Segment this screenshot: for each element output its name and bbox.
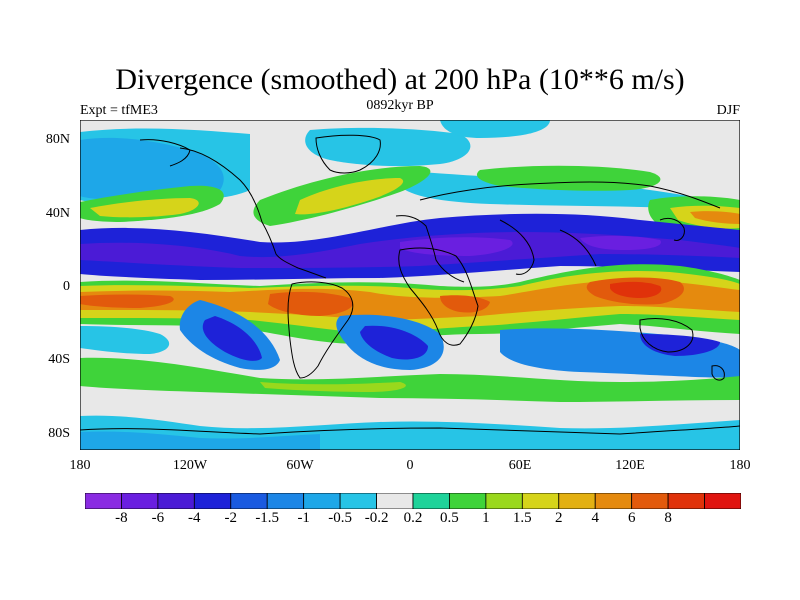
colorbar-swatch: [594, 493, 633, 509]
field-nh-blue: [80, 137, 224, 200]
colorbar-label: -4: [188, 510, 201, 526]
field-sh-yellow-band: [260, 382, 406, 392]
colorbar-swatch: [558, 493, 596, 509]
coastlines: [80, 134, 740, 435]
colorbar-label: 8: [664, 510, 672, 526]
colorbar-label: -2: [224, 510, 238, 526]
experiment-label: Expt = tfME3: [80, 103, 158, 118]
time-label: 0892kyr BP: [366, 98, 434, 113]
lon-label-120e: 120E: [615, 458, 645, 473]
lon-label-180w: 180: [69, 458, 91, 473]
lon-label-120w: 120W: [172, 458, 208, 473]
colorbar-label: -0.2: [364, 510, 389, 526]
colorbar-swatch: [303, 493, 341, 509]
colorbar: [85, 493, 741, 509]
colorbar-label: -1.5: [255, 510, 280, 526]
colorbar-swatch: [339, 493, 377, 509]
colorbar-swatch: [85, 493, 122, 509]
field-sh-darkblue-pacific: [202, 316, 262, 361]
colorbar-swatch: [266, 493, 305, 509]
colorbar-swatch: [121, 493, 159, 509]
lat-label-40n: 40N: [45, 206, 70, 221]
colorbar-label: 1: [482, 510, 490, 526]
colorbar-label: 0.5: [440, 510, 459, 526]
field-subtropic-violet: [400, 237, 513, 256]
colorbar-swatch: [667, 493, 705, 509]
field-pacific-jet-yellow: [90, 198, 199, 218]
lat-label-40s: 40S: [48, 352, 70, 367]
lat-label-80s: 80S: [48, 426, 70, 441]
field-pacific-darkorange: [80, 294, 174, 308]
colorbar-label: -0.5: [328, 510, 352, 526]
field-tropics-orange: [80, 280, 740, 320]
field-greenland-cyan: [305, 127, 471, 167]
season-label: DJF: [716, 103, 740, 118]
lon-label-60w: 60W: [286, 458, 314, 473]
field-sh-cyan-west: [80, 326, 170, 354]
field-sh-darkblue-atlantic: [360, 325, 428, 360]
divergence-map: [80, 120, 740, 450]
field-antarctic-grey: [140, 400, 290, 418]
colorbar-label: 4: [591, 510, 599, 526]
colorbar-swatch: [157, 493, 195, 509]
colorbar-label: 6: [627, 510, 636, 526]
field-atlantic-jet-yellow: [295, 178, 404, 215]
lon-label-60e: 60E: [508, 458, 532, 473]
field-sh-green-band: [80, 357, 740, 402]
colorbar-label: 2: [555, 510, 563, 526]
map-title: Divergence (smoothed) at 200 hPa (10**6 …: [115, 63, 685, 96]
colorbar-swatch: [449, 493, 487, 509]
field-arctic-cyan-right: [440, 120, 550, 138]
field-indonesia-red: [610, 281, 662, 298]
colorbar-swatch: [704, 493, 741, 509]
colorbar-swatch: [521, 493, 560, 509]
colorbar-label: -8: [115, 510, 128, 526]
lat-label-80n: 80N: [45, 132, 70, 147]
colorbar-label: 1.5: [512, 510, 532, 526]
field-subtropic-violet-2: [580, 235, 661, 250]
colorbar-swatch: [485, 493, 523, 509]
colorbar-label: -1: [297, 510, 310, 526]
lon-label-180e: 180: [729, 458, 751, 473]
colorbar-swatch: [376, 493, 414, 509]
colorbar-label: 0.2: [403, 510, 423, 526]
field-tropics-darkorange: [268, 291, 354, 316]
colorbar-swatch: [412, 493, 450, 509]
field-npac-jet-orange: [690, 211, 740, 224]
colorbar-swatch: [230, 493, 268, 509]
colorbar-label: -6: [151, 510, 165, 526]
colorbar-swatch: [631, 493, 669, 509]
lon-label-0: 0: [406, 458, 414, 473]
field-antarctic-blue: [80, 431, 320, 450]
colorbar-swatch: [193, 493, 232, 509]
lat-label-0: 0: [63, 279, 70, 294]
